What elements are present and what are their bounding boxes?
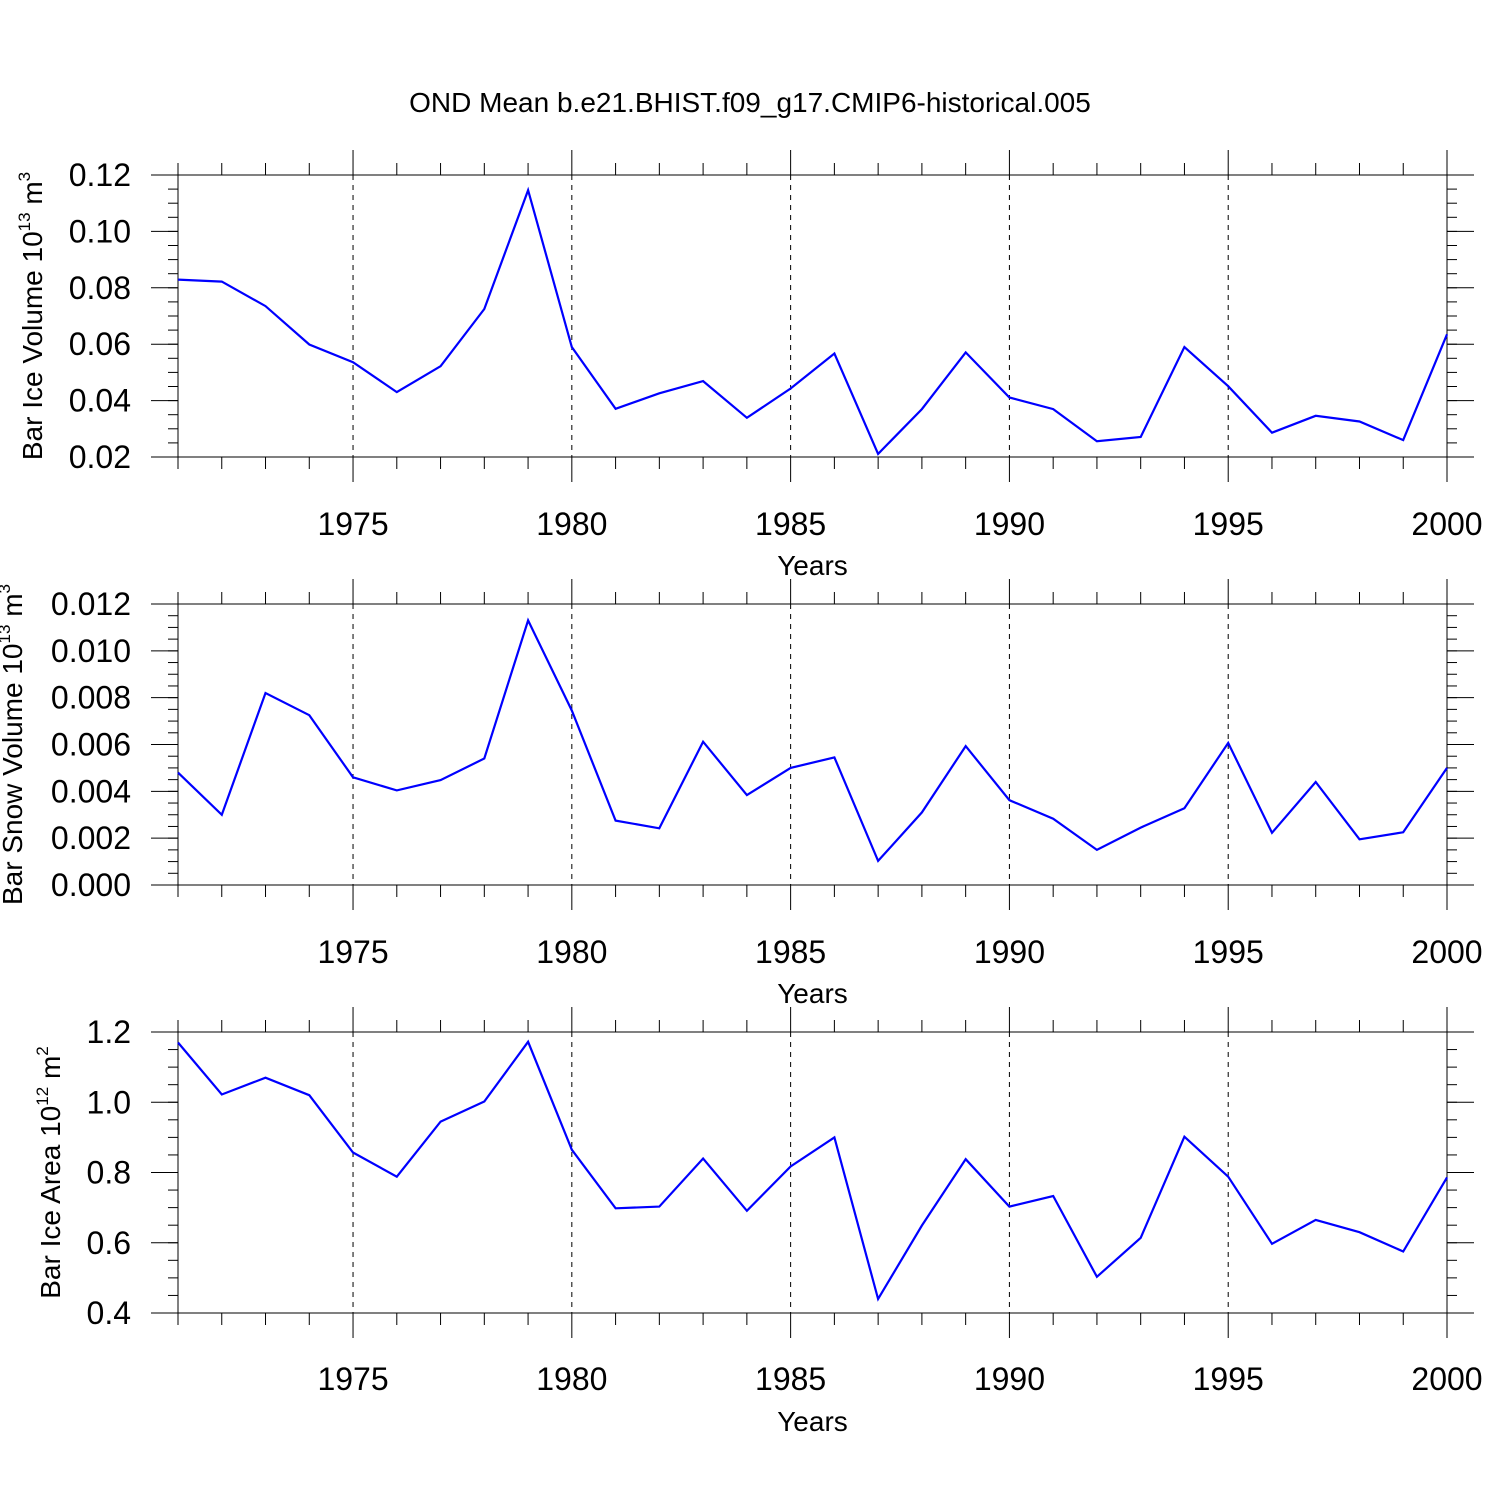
- y-tick-label: 0.002: [51, 820, 131, 856]
- y-tick-label: 0.8: [87, 1155, 131, 1191]
- x-tick-label: 1980: [536, 1361, 607, 1397]
- plot-frame: [177, 1031, 1448, 1314]
- series-line-snow-volume: [177, 617, 1448, 863]
- y-tick-label: 0.4: [87, 1295, 131, 1331]
- x-axis-label: Years: [777, 978, 848, 1009]
- figure-title: OND Mean b.e21.BHIST.f09_g17.CMIP6-histo…: [409, 87, 1091, 118]
- y-tick-label: 1.2: [87, 1014, 131, 1050]
- y-tick-label: 0.02: [69, 439, 131, 475]
- x-tick-label: 1975: [317, 506, 388, 542]
- x-tick-label: 1975: [317, 1361, 388, 1397]
- y-tick-label: 0.10: [69, 213, 131, 249]
- x-tick-label: 1980: [536, 934, 607, 970]
- x-tick-label: 1995: [1193, 506, 1264, 542]
- y-tick-label: 0.6: [87, 1225, 131, 1261]
- y-axis-label: Bar Ice Area 1012 m2: [33, 1046, 66, 1299]
- x-tick-label: 1990: [974, 1361, 1045, 1397]
- x-tick-label: 1995: [1193, 934, 1264, 970]
- x-axis-label: Years: [777, 1406, 848, 1437]
- x-tick-label: 1985: [755, 506, 826, 542]
- y-tick-label: 0.08: [69, 270, 131, 306]
- y-tick-label: 0.006: [51, 727, 131, 763]
- panel-ice-area: 0.4 0.6 0.8 1.0 1.2 1975 1980 1985 1990 1995 2000 Y…: [33, 1007, 1483, 1437]
- y-tick-label: 1.0: [87, 1084, 131, 1120]
- y-axis-label: Bar Snow Volume 1013 m3: [0, 584, 28, 905]
- y-tick-label: 0.12: [69, 157, 131, 193]
- x-tick-label: 1990: [974, 506, 1045, 542]
- series-line-ice-area: [177, 1039, 1448, 1302]
- y-tick-label: 0.012: [51, 586, 131, 622]
- panel-snow-volume: 0.000 0.002 0.004 0.006 0.008 0.010 0.012 1975 1…: [0, 579, 1483, 1009]
- x-tick-label: 1990: [974, 934, 1045, 970]
- y-tick-label: 0.004: [51, 773, 131, 809]
- y-tick-label: 0.04: [69, 383, 131, 419]
- x-tick-label: 2000: [1411, 506, 1482, 542]
- y-tick-label: 0.06: [69, 326, 131, 362]
- x-tick-label: 2000: [1411, 934, 1482, 970]
- plot-frame: [177, 174, 1448, 458]
- x-tick-label: 2000: [1411, 1361, 1482, 1397]
- plot-frame: [177, 603, 1448, 886]
- x-tick-label: 1985: [755, 934, 826, 970]
- y-axis-label: Bar Ice Volume 1013 m3: [15, 172, 48, 460]
- y-tick-label: 0.008: [51, 680, 131, 716]
- panel-ice-volume: 0.02 0.04 0.06 0.08 0.10 0.12 1975 1980 1985 1990…: [15, 150, 1483, 581]
- x-tick-label: 1985: [755, 1361, 826, 1397]
- x-tick-label: 1995: [1193, 1361, 1264, 1397]
- x-tick-label: 1975: [317, 934, 388, 970]
- y-tick-label: 0.010: [51, 633, 131, 669]
- x-tick-label: 1980: [536, 506, 607, 542]
- x-axis-label: Years: [777, 550, 848, 581]
- series-line-ice-volume: [177, 186, 1449, 456]
- y-tick-label: 0.000: [51, 867, 131, 903]
